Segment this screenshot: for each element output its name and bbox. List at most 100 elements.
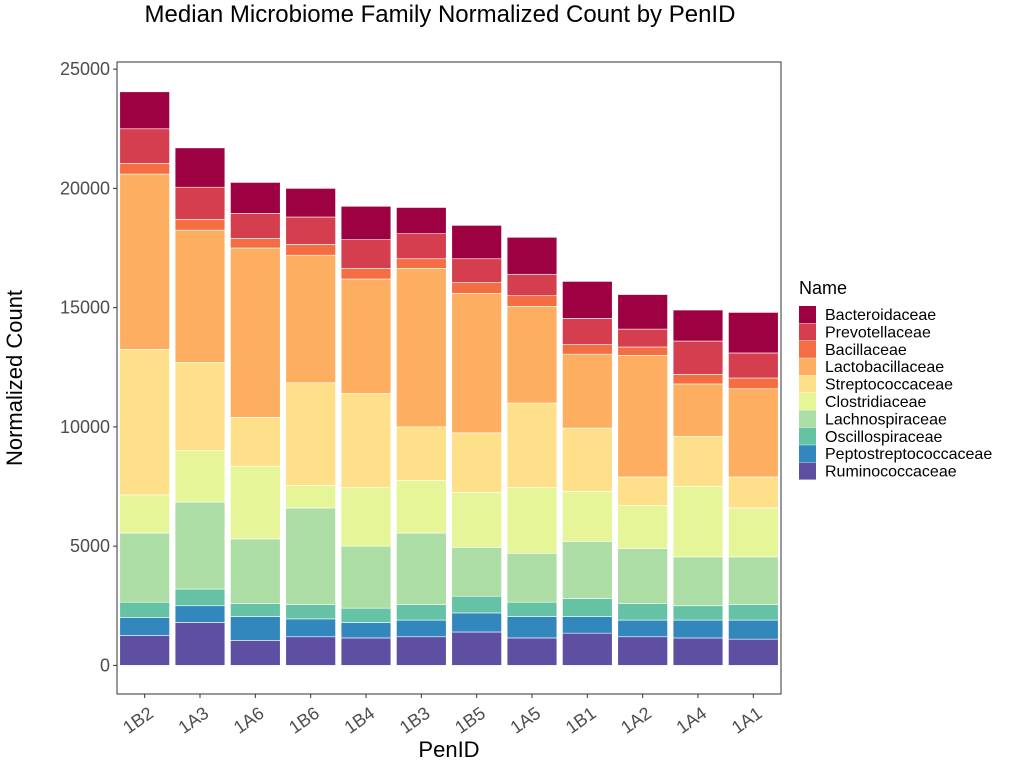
- legend-label-streptococcaceae: Streptococcaceae: [825, 377, 953, 394]
- bar-segment-1a1-prevotellaceae: [728, 352, 779, 379]
- bar-segment-1b3-lactobacillaceae: [396, 267, 447, 428]
- legend-label-lachnospiraceae: Lachnospiraceae: [825, 411, 947, 428]
- bar-segment-1a3-prevotellaceae: [174, 186, 226, 220]
- y-tick-label: 20000: [60, 178, 110, 198]
- bar-segment-1b5-lachnospiraceae: [451, 547, 502, 597]
- bar-segment-1a3-peptostreptococcaceae: [174, 605, 226, 623]
- legend-label-clostridiaceae: Clostridiaceae: [825, 394, 926, 411]
- bar-segment-1a2-bacillaceae: [617, 346, 668, 356]
- bar-segment-1a6-ruminococcaceae: [230, 640, 281, 666]
- chart-title: Median Microbiome Family Normalized Coun…: [145, 1, 736, 28]
- bar-segment-1a5-lactobacillaceae: [506, 306, 558, 404]
- x-tick-label: 1A6: [230, 703, 268, 738]
- bar-segment-1a5-ruminococcaceae: [506, 637, 558, 666]
- bar-segment-1b5-bacillaceae: [451, 282, 502, 294]
- bar-segment-1b6-oscillospiraceae: [285, 604, 336, 620]
- bar-segment-1b3-streptococcaceae: [396, 426, 447, 481]
- x-tick-label: 1B4: [341, 703, 379, 738]
- bar-segment-1b5-prevotellaceae: [451, 258, 502, 283]
- legend-title: Name: [799, 278, 847, 298]
- bar-segment-1a5-bacillaceae: [506, 295, 558, 307]
- bar-segment-1b5-bacteroidaceae: [451, 225, 502, 260]
- bar-segment-1b5-peptostreptococcaceae: [451, 612, 502, 633]
- bar-segment-1a3-bacteroidaceae: [174, 147, 226, 188]
- legend-label-prevotellaceae: Prevotellaceae: [825, 324, 931, 341]
- bar-segment-1a3-lachnospiraceae: [174, 501, 226, 590]
- bar-segment-1b3-bacillaceae: [396, 258, 447, 269]
- x-tick-label: 1B6: [285, 703, 323, 738]
- bar-segment-1a4-lachnospiraceae: [672, 556, 724, 607]
- x-tick-label: 1B2: [119, 703, 157, 738]
- bar-segment-1b6-clostridiaceae: [285, 485, 336, 509]
- bar-segment-1b4-lactobacillaceae: [340, 278, 392, 394]
- bar-segment-1a6-peptostreptococcaceae: [230, 616, 281, 641]
- bar-segment-1a4-peptostreptococcaceae: [672, 619, 724, 639]
- bar-segment-1a5-peptostreptococcaceae: [506, 616, 558, 639]
- bar-segment-1b2-peptostreptococcaceae: [119, 617, 170, 636]
- legend-swatch-bacillaceae: [799, 340, 816, 358]
- bar-segment-1b4-lachnospiraceae: [340, 545, 392, 609]
- bar-segment-1b2-prevotellaceae: [119, 128, 170, 164]
- bar-segment-1a1-clostridiaceae: [728, 507, 779, 558]
- bar-segment-1b2-bacillaceae: [119, 163, 170, 175]
- legend-label-bacillaceae: Bacillaceae: [825, 342, 907, 359]
- bar-segment-1a6-bacteroidaceae: [230, 182, 281, 214]
- bar-segment-1a4-clostridiaceae: [672, 486, 724, 558]
- bar-segment-1a2-oscillospiraceae: [617, 603, 668, 621]
- legend-swatch-ruminococcaceae: [799, 462, 816, 480]
- bar-segment-1b4-peptostreptococcaceae: [340, 622, 392, 639]
- legend-swatch-lactobacillaceae: [799, 358, 816, 376]
- bar-segment-1a6-lactobacillaceae: [230, 247, 281, 418]
- x-tick-label: 1B3: [396, 703, 434, 738]
- bar-segment-1b6-lactobacillaceae: [285, 254, 336, 384]
- bar-segment-1a2-lachnospiraceae: [617, 548, 668, 604]
- bar-segment-1b4-bacillaceae: [340, 267, 392, 280]
- bar-segment-1a6-oscillospiraceae: [230, 603, 281, 617]
- bar-segment-1b6-ruminococcaceae: [285, 636, 336, 666]
- bar-segment-1b4-bacteroidaceae: [340, 205, 392, 240]
- legend-label-bacteroidaceae: Bacteroidaceae: [825, 307, 936, 324]
- bar-segment-1b3-lachnospiraceae: [396, 532, 447, 605]
- bar-segment-1b2-oscillospiraceae: [119, 601, 170, 618]
- bar-segment-1b1-peptostreptococcaceae: [562, 616, 613, 634]
- x-axis: 1B2 1A3 1A6 1B6 1B4 1B3 1B5 1A5 1B1 1A2 1A4 1A1: [119, 694, 766, 738]
- bar-segment-1b2-bacteroidaceae: [119, 91, 170, 130]
- bar-segment-1b2-streptococcaceae: [119, 349, 170, 496]
- bar-segment-1b4-streptococcaceae: [340, 393, 392, 488]
- bar-segment-1b1-ruminococcaceae: [562, 632, 613, 666]
- x-axis-title: PenID: [418, 737, 479, 762]
- bar-segment-1b1-lactobacillaceae: [562, 353, 613, 429]
- bar-segment-1a6-bacillaceae: [230, 238, 281, 249]
- bar-segment-1b3-oscillospiraceae: [396, 604, 447, 621]
- bar-segment-1a2-prevotellaceae: [617, 328, 668, 348]
- legend-swatch-prevotellaceae: [799, 323, 816, 341]
- bar-layer: [119, 91, 779, 666]
- bar-segment-1a4-streptococcaceae: [672, 436, 724, 487]
- bar-segment-1b5-ruminococcaceae: [451, 631, 502, 666]
- bar-segment-1a1-bacillaceae: [728, 377, 779, 390]
- x-tick-label: 1B5: [451, 703, 489, 738]
- bar-segment-1a2-clostridiaceae: [617, 505, 668, 549]
- bar-segment-1a3-ruminococcaceae: [174, 622, 226, 666]
- y-tick-label: 0: [100, 655, 110, 675]
- x-tick-label: 1A4: [673, 703, 711, 738]
- bar-segment-1a3-bacillaceae: [174, 219, 226, 231]
- bar-segment-1a1-streptococcaceae: [728, 476, 779, 509]
- y-axis-title: Normalized Count: [2, 290, 27, 466]
- bar-segment-1a1-peptostreptococcaceae: [728, 619, 779, 640]
- bar-segment-1b4-clostridiaceae: [340, 487, 392, 547]
- bar-segment-1a3-clostridiaceae: [174, 450, 226, 503]
- bar-segment-1b3-ruminococcaceae: [396, 636, 447, 666]
- bar-segment-1a4-bacteroidaceae: [672, 309, 724, 342]
- bar-segment-1a5-lachnospiraceae: [506, 552, 558, 603]
- bar-segment-1a6-lachnospiraceae: [230, 538, 281, 604]
- bar-segment-1a2-bacteroidaceae: [617, 294, 668, 330]
- bar-segment-1b2-clostridiaceae: [119, 494, 170, 534]
- legend-label-ruminococcaceae: Ruminococcaceae: [825, 464, 957, 481]
- bar-segment-1a1-lachnospiraceae: [728, 556, 779, 605]
- legend-swatch-streptococcaceae: [799, 375, 816, 393]
- bar-segment-1b1-bacteroidaceae: [562, 281, 613, 319]
- bar-segment-1a3-streptococcaceae: [174, 362, 226, 452]
- bar-segment-1a6-prevotellaceae: [230, 213, 281, 239]
